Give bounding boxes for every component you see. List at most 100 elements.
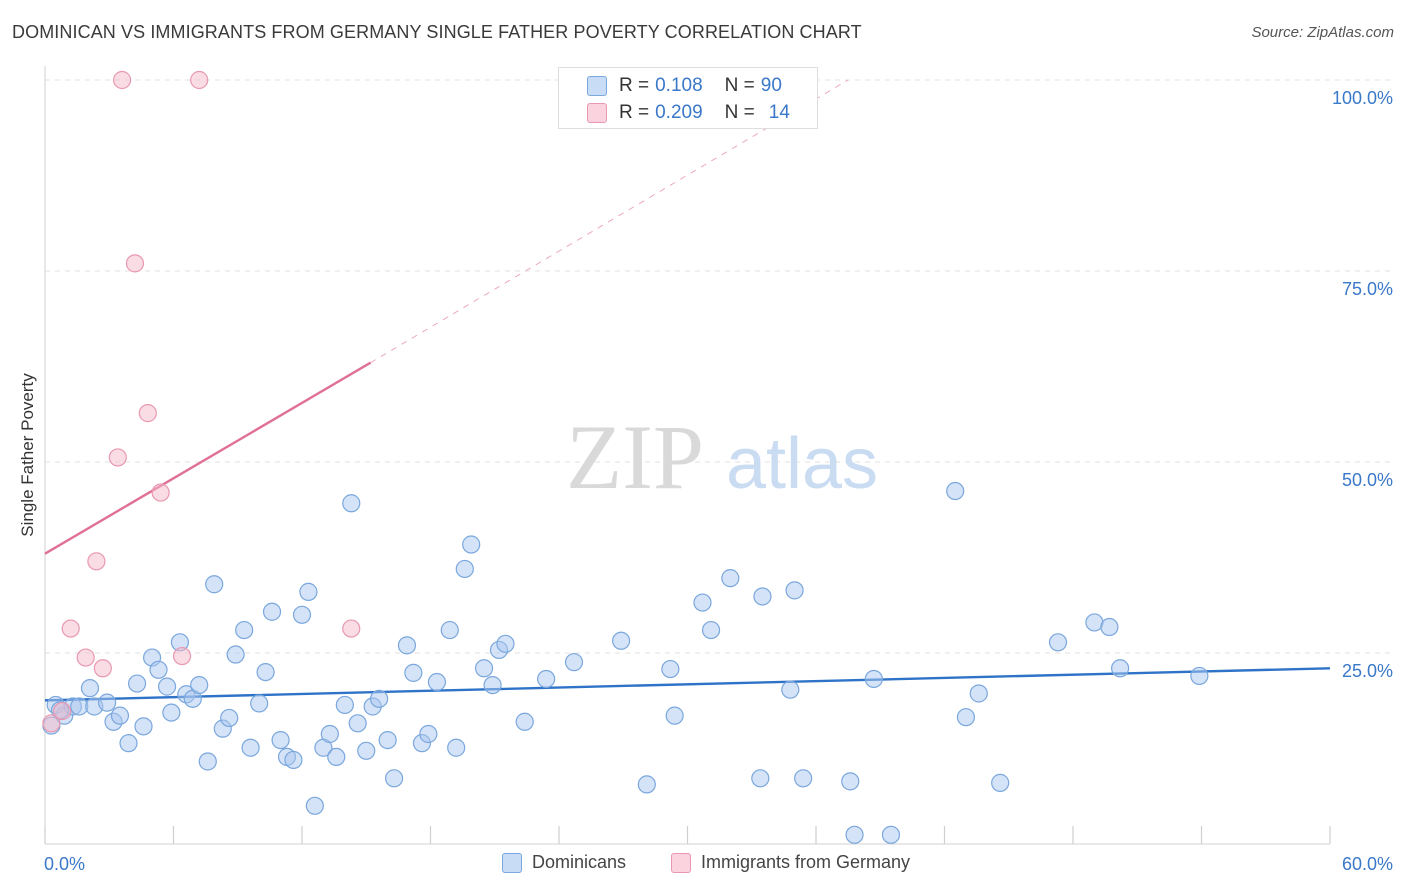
chart-title: DOMINICAN VS IMMIGRANTS FROM GERMANY SIN…	[12, 22, 862, 42]
r-label: R =	[619, 102, 650, 123]
n-label: N =	[724, 102, 755, 123]
dominicans-point	[127, 674, 147, 693]
germany-point	[151, 483, 170, 502]
dominicans-point	[370, 689, 389, 708]
dominicans-point	[419, 724, 438, 744]
dominicans-point	[348, 714, 367, 733]
legend-item-germany[interactable]: Immigrants from Germany	[671, 852, 910, 873]
dominicans-point	[564, 653, 584, 672]
dominicans-point	[226, 645, 245, 664]
n-value: 90	[760, 75, 782, 96]
stats-row-germany: R = 0.209 N = 14	[559, 101, 790, 125]
dominicans-point	[134, 717, 153, 736]
y-tick-label: 100.0%	[1332, 88, 1393, 108]
dominicans-point	[241, 738, 260, 757]
germany-legend-swatch	[671, 852, 691, 873]
dominicans-point	[991, 773, 1010, 792]
dominicans-point	[98, 693, 117, 712]
dominicans-point	[693, 593, 712, 612]
dominicans-point	[1100, 617, 1119, 637]
series-legend: Dominicans Immigrants from Germany	[0, 850, 1406, 878]
dominicans-point	[661, 659, 680, 679]
dominicans-point	[205, 575, 224, 594]
dominicans-point	[198, 752, 217, 771]
dominicans-point	[162, 703, 181, 722]
germany-point	[108, 448, 127, 467]
dominicans-point	[845, 825, 864, 844]
dominicans-point	[384, 769, 404, 788]
germany-point	[342, 619, 361, 638]
dominicans-point	[335, 695, 354, 715]
dominicans-point	[305, 796, 324, 815]
dominicans-point	[462, 535, 481, 554]
germany-point	[138, 404, 157, 423]
dominicans-point	[612, 631, 631, 650]
axes	[44, 66, 1331, 845]
germany-point	[172, 646, 192, 666]
dominicans-point	[781, 680, 800, 699]
dominicans-point	[721, 569, 740, 588]
dominicans-point	[440, 620, 459, 640]
dominicans-point	[378, 730, 397, 750]
y-tick-label: 75.0%	[1342, 279, 1393, 299]
dominicans-point	[190, 675, 209, 695]
dominicans-point	[665, 706, 684, 725]
dominicans-point	[785, 581, 804, 600]
dominicans-point	[474, 659, 494, 678]
dominicans-point	[262, 602, 282, 621]
germany-point	[125, 254, 145, 273]
dominicans-point	[483, 675, 502, 695]
trend-lines	[44, 79, 1331, 702]
dominicans-point	[292, 605, 312, 624]
dominicans-point	[496, 634, 515, 653]
dominicans-points	[42, 481, 1209, 844]
dominicans-point	[357, 741, 376, 760]
germany-trend-line	[44, 361, 372, 555]
dominicans-point	[80, 679, 100, 698]
dominicans-trend-line	[44, 667, 1331, 702]
germany-point	[93, 659, 112, 678]
germany-point	[42, 714, 61, 733]
dominicans-point	[881, 825, 901, 844]
source-label: Source: ZipAtlas.com	[1251, 24, 1394, 41]
legend-item-dominicans[interactable]: Dominicans	[502, 852, 626, 873]
legend-label: Dominicans	[532, 852, 627, 872]
dominicans-point	[969, 684, 988, 703]
dominicans-point	[447, 738, 466, 757]
dominicans-point	[515, 712, 534, 731]
tick-labels: 100.0% 75.0% 50.0% 25.0% 0.0% 60.0%	[44, 88, 1393, 874]
germany-swatch	[587, 103, 607, 123]
dominicans-point	[220, 708, 239, 728]
dominicans-point	[320, 724, 339, 744]
dominicans-point	[946, 481, 965, 501]
dominicans-point	[284, 750, 303, 770]
germany-point	[190, 70, 209, 90]
germany-point	[61, 619, 80, 638]
dominicans-point	[110, 706, 130, 725]
watermark-zip: ZIP	[566, 406, 704, 508]
x-tick-label: 0.0%	[44, 854, 85, 874]
dominicans-point	[342, 494, 361, 513]
dominicans-point	[956, 708, 976, 727]
stats-legend: R = 0.108 N = 90 R = 0.209 N = 14	[558, 67, 818, 129]
watermark-atlas: atlas	[726, 424, 878, 504]
dominicans-swatch	[587, 76, 607, 96]
stats-row-dominicans: R = 0.108 N = 90	[559, 74, 782, 98]
dominicans-point	[271, 730, 290, 750]
germany-point	[53, 701, 72, 721]
dominicans-point	[427, 672, 447, 692]
dominicans-point	[753, 587, 772, 606]
dominicans-point	[119, 734, 138, 753]
dominicans-point	[537, 669, 556, 689]
dominicans-point	[637, 775, 656, 794]
dominicans-point	[327, 747, 346, 767]
legend-label: Immigrants from Germany	[701, 852, 911, 872]
dominicans-point	[1111, 659, 1130, 678]
dominicans-point	[794, 769, 813, 788]
dominicans-point	[235, 620, 254, 640]
germany-point	[112, 70, 132, 90]
germany-trend-extension	[370, 79, 849, 364]
dominicans-point	[1085, 613, 1104, 632]
y-axis-label: Single Father Poverty	[18, 373, 37, 537]
